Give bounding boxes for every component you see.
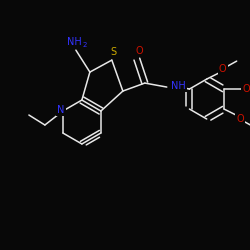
Text: O: O [242, 84, 250, 94]
Text: O: O [236, 114, 244, 124]
Text: O: O [219, 64, 226, 74]
Text: S: S [111, 47, 117, 57]
Text: O: O [135, 46, 143, 56]
Text: N: N [57, 105, 64, 115]
Text: NH: NH [171, 81, 186, 91]
Text: NH: NH [66, 37, 81, 47]
Text: 2: 2 [83, 42, 87, 48]
